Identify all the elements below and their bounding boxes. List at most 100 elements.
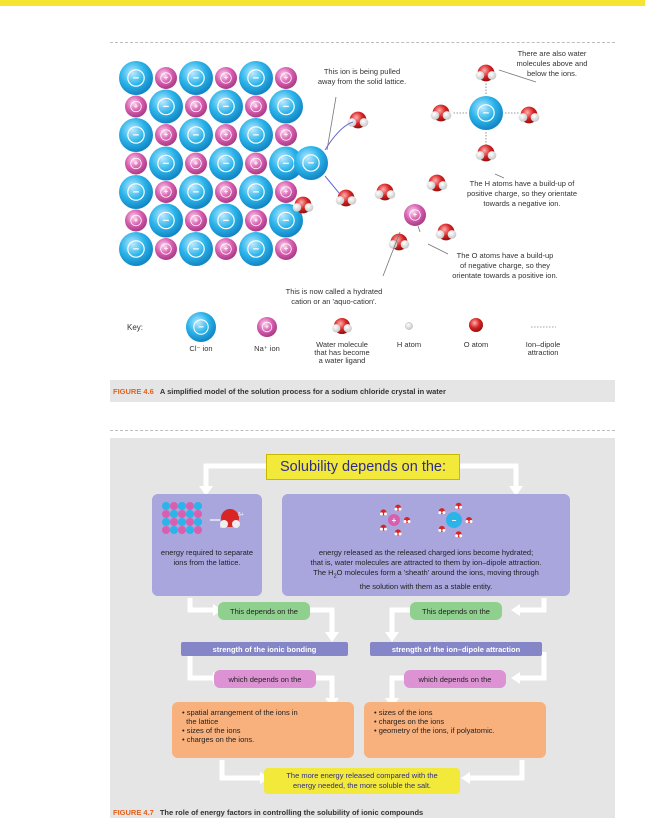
svg-text:−: − xyxy=(283,215,289,227)
annotation-line xyxy=(417,225,421,233)
key-o-atom xyxy=(469,318,483,332)
annotation-h-3: towards a negative ion. xyxy=(483,199,560,208)
annotation-line xyxy=(494,173,505,179)
svg-text:−: − xyxy=(133,129,139,141)
lattice-na-ion: + xyxy=(155,181,177,203)
svg-text:−: − xyxy=(283,158,289,170)
svg-text:−: − xyxy=(223,215,229,227)
conclusion-line-1: The more energy released compared with t… xyxy=(286,771,438,780)
water-molecule xyxy=(335,189,357,207)
lattice-cl-ion: − xyxy=(119,175,153,209)
lattice-cl-ion: − xyxy=(239,175,273,209)
annotation-above-3: below the ions. xyxy=(527,69,577,78)
left-list-item-4: • charges on the ions. xyxy=(182,735,255,744)
lattice-cl-ion: − xyxy=(239,118,273,152)
lattice-cl-ion: − xyxy=(179,61,213,95)
lattice-na-ion: + xyxy=(155,67,177,89)
svg-text:+: + xyxy=(134,103,138,111)
key-na-ion: + xyxy=(257,317,277,337)
lattice-cl-ion: − xyxy=(149,89,183,124)
mini-water xyxy=(438,525,446,532)
svg-text:+: + xyxy=(284,131,288,139)
lattice-cl-ion: − xyxy=(179,118,213,152)
svg-text:+: + xyxy=(194,217,198,225)
mini-ion xyxy=(170,510,178,518)
water-ligand xyxy=(435,223,457,241)
lattice-na-ion: + xyxy=(275,67,297,89)
mini-ion xyxy=(194,526,202,534)
svg-text:+: + xyxy=(284,188,288,196)
svg-text:−: − xyxy=(133,186,139,198)
figure-4-7-caption: FIGURE 4.7 The role of energy factors in … xyxy=(113,808,423,817)
mini-water xyxy=(455,502,463,509)
mini-ion xyxy=(178,502,186,510)
svg-text:+: + xyxy=(164,188,168,196)
lattice-na-ion: + xyxy=(155,238,177,260)
svg-text:+: + xyxy=(392,516,397,525)
right-list-item-1: • sizes of the ions xyxy=(374,708,433,717)
pull-arrow xyxy=(324,175,340,194)
svg-text:−: − xyxy=(198,322,204,333)
mini-ion xyxy=(186,502,194,510)
figure-4-6-caption-bar xyxy=(110,380,615,402)
lattice-cl-ion: − xyxy=(179,175,213,209)
svg-text:−: − xyxy=(163,101,169,113)
which-left-box: which depends on the xyxy=(214,670,316,688)
annotation-line xyxy=(427,243,449,255)
left-list-item-2: the lattice xyxy=(182,717,219,726)
annotation-o-2: of negative charge, so they xyxy=(460,261,550,270)
key-na-label: Na⁺ ion xyxy=(254,344,280,353)
lattice-cl-ion: − xyxy=(209,146,243,181)
ion-dipole-box: strength of the ion–dipole attraction xyxy=(370,642,542,656)
lattice-na-ion: + xyxy=(275,124,297,146)
depends-right-box: This depends on the xyxy=(410,602,502,620)
mini-ion xyxy=(178,518,186,526)
hydrated-cl-ion: − xyxy=(469,96,503,130)
lattice-na-ion: + xyxy=(125,152,147,175)
mini-ion xyxy=(162,502,170,510)
left-list-item-1: • spatial arrangement of the ions in xyxy=(182,708,298,717)
svg-text:−: − xyxy=(253,243,259,255)
dissolving-ions: − + − xyxy=(292,64,540,251)
annotation-pulled-2: away from the solid lattice. xyxy=(318,77,406,86)
lattice-na-ion: + xyxy=(245,95,267,118)
lattice-na-ion: + xyxy=(125,209,147,232)
mini-water xyxy=(394,529,402,536)
section-divider-2 xyxy=(110,430,615,431)
svg-text:+: + xyxy=(224,188,228,196)
hydration-text-3b: O molecules form a 'sheath' around the i… xyxy=(336,568,539,577)
svg-text:+: + xyxy=(413,211,417,219)
hydration-factors-box: • sizes of the ions • charges on the ion… xyxy=(364,702,546,758)
mini-ion xyxy=(194,502,202,510)
mini-water xyxy=(394,504,402,511)
lattice-na-ion: + xyxy=(215,67,237,89)
hydration-text-sub: 2 xyxy=(333,573,337,580)
lattice-na-ion: + xyxy=(275,181,297,203)
legend: Key: Cl⁻ ion Na⁺ ion Water molecule that… xyxy=(127,312,560,365)
figure-4-6-text: A simplified model of the solution proce… xyxy=(159,387,446,396)
svg-text:−: − xyxy=(163,158,169,170)
figure-4-7-text: The role of energy factors in controllin… xyxy=(159,808,424,817)
lattice-na-ion: + xyxy=(125,95,147,118)
annotation-line xyxy=(498,69,537,83)
svg-text:−: − xyxy=(223,158,229,170)
lattice-na-ion: + xyxy=(155,124,177,146)
mini-water xyxy=(379,509,387,516)
lattice-na-ion: + xyxy=(275,238,297,260)
lattice-energy-box: δ− δ+ energy required to separate ions fr… xyxy=(152,494,262,596)
svg-text:+: + xyxy=(254,160,258,168)
annotation-above-1: There are also water xyxy=(518,49,587,58)
lattice-cl-ion: − xyxy=(209,203,243,238)
key-cl-ion: − xyxy=(186,312,216,342)
svg-text:−: − xyxy=(193,129,199,141)
annotation-line xyxy=(326,96,337,151)
conclusion-line-2: energy needed, the more soluble the salt… xyxy=(292,781,431,790)
lattice-cl-ion: − xyxy=(269,89,303,124)
hydrated-na-ion: + xyxy=(404,204,426,226)
lattice-cl-ion: − xyxy=(149,146,183,181)
svg-text:−: − xyxy=(308,157,314,169)
mini-water xyxy=(438,508,446,515)
mini-ion xyxy=(162,510,170,518)
annotation-o-3: orientate towards a positive ion. xyxy=(452,271,557,280)
conclusion-box: The more energy released compared with t… xyxy=(264,768,460,794)
